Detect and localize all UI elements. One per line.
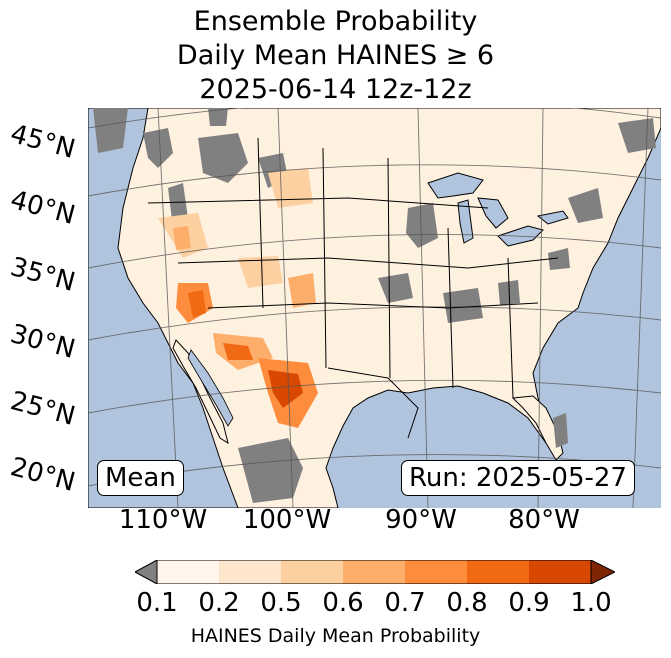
state-borders (147, 137, 559, 439)
colorbar-tick-1.0: 1.0 (570, 588, 612, 618)
map-panel (88, 108, 661, 508)
colorbar-bin-7 (529, 560, 591, 584)
run-date-box: Run: 2025-05-27 (401, 460, 635, 496)
colorbar-under (135, 560, 158, 584)
great-lakes (427, 172, 569, 247)
colorbar-tick-0.7: 0.7 (384, 588, 426, 618)
title-line-1: Ensemble Probability (193, 6, 478, 37)
lat-label-40: 40°N (7, 185, 79, 231)
lon-label-110: 110°W (118, 505, 208, 535)
colorbar (135, 560, 615, 584)
title-line-3: 2025-06-14 12z-12z (199, 74, 472, 105)
gulf-of-california (187, 349, 234, 427)
colorbar-over (590, 560, 615, 584)
colorbar-tick-0.6: 0.6 (322, 588, 364, 618)
lat-label-30: 30°N (7, 319, 79, 365)
colorbar-bin-4 (343, 560, 405, 584)
probability-shading (158, 168, 318, 428)
colorbar-tick-0.9: 0.9 (508, 588, 550, 618)
lon-label-90: 90°W (385, 505, 457, 535)
pacific-ocean (88, 108, 239, 508)
colorbar-bin-1 (157, 560, 219, 584)
lon-label-80: 80°W (508, 505, 580, 535)
title-line-2: Daily Mean HAINES ≥ 6 (176, 40, 495, 71)
stat-label-box: Mean (97, 460, 184, 496)
lat-label-35: 35°N (7, 252, 79, 298)
colorbar-tick-0.2: 0.2 (198, 588, 240, 618)
map-canvas (88, 108, 661, 508)
colorbar-tick-0.5: 0.5 (260, 588, 302, 618)
colorbar-bin-5 (405, 560, 467, 584)
lat-label-25: 25°N (7, 386, 79, 432)
lat-label-45: 45°N (7, 119, 79, 165)
colorbar-bin-6 (467, 560, 529, 584)
colorbar-tick-0.8: 0.8 (446, 588, 488, 618)
colorbar-frame (156, 560, 592, 584)
colorbar-label: HAINES Daily Mean Probability (190, 625, 481, 647)
lon-label-100: 100°W (242, 505, 332, 535)
colorbar-bin-3 (281, 560, 343, 584)
colorbar-tick-0.1: 0.1 (136, 588, 178, 618)
lat-label-20: 20°N (7, 452, 79, 498)
colorbar-bin-2 (219, 560, 281, 584)
missing-data (93, 108, 656, 503)
